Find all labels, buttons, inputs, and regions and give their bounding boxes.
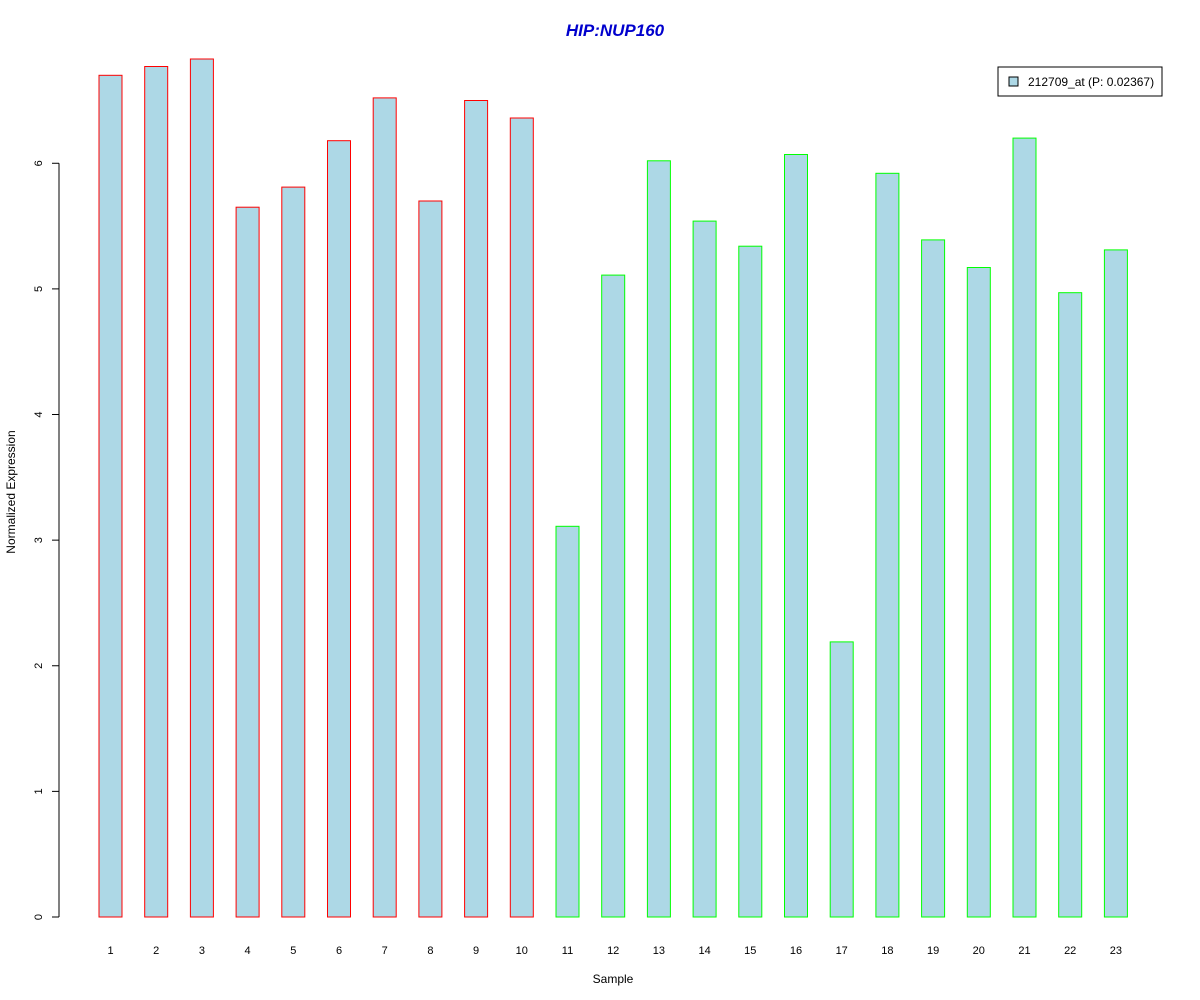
- y-tick-label: 3: [33, 537, 45, 543]
- y-tick-label: 4: [33, 411, 45, 417]
- x-tick-label: 11: [562, 945, 573, 957]
- x-tick-label: 14: [698, 945, 710, 957]
- bar-sample-3: [189, 58, 214, 918]
- bar-sample-17: [829, 641, 854, 918]
- legend-box: [997, 66, 1163, 97]
- chart-title: HIP:NUP160: [566, 21, 665, 40]
- x-tick-label: 1: [107, 945, 113, 957]
- x-tick-label: 21: [1018, 945, 1030, 957]
- y-tick-label: 2: [33, 663, 45, 669]
- x-axis-label: Sample: [593, 972, 634, 986]
- bar-sample-13: [646, 160, 671, 918]
- bar-sample-21: [1012, 137, 1037, 918]
- bar-sample-15: [738, 245, 763, 918]
- bar-sample-11: [555, 525, 580, 918]
- x-tick-label: 6: [336, 945, 342, 957]
- bar-sample-5: [281, 186, 306, 918]
- x-tick-label: 18: [881, 945, 893, 957]
- x-tick-label: 3: [199, 945, 205, 957]
- bars: [98, 58, 1128, 918]
- x-tick-label: 2: [153, 945, 159, 957]
- x-tick-label: 12: [607, 945, 619, 957]
- x-tick-label: 22: [1064, 945, 1076, 957]
- y-tick-label: 5: [33, 286, 45, 292]
- y-tick-label: 6: [33, 160, 45, 166]
- bar-sample-4: [235, 206, 260, 918]
- bar-sample-19: [921, 239, 946, 918]
- bar-sample-23: [1103, 249, 1128, 918]
- bar-sample-22: [1058, 292, 1083, 918]
- bar-sample-12: [601, 274, 626, 918]
- x-tick-label: 16: [790, 945, 802, 957]
- bar-sample-6: [327, 140, 351, 918]
- x-tick-label: 15: [744, 945, 756, 957]
- x-tick-label: 8: [427, 945, 433, 957]
- x-tick-label: 4: [245, 945, 251, 957]
- bar-sample-14: [692, 220, 717, 918]
- y-tick-label: 1: [33, 788, 45, 794]
- x-tick-label: 7: [382, 945, 388, 957]
- legend: 212709_at (P: 0.02367): [997, 66, 1163, 97]
- bar-sample-16: [784, 154, 808, 918]
- x-tick-labels: 1 2 3 4 5 6 7 8 9 10 11 12 13 14 15 16 17 18 19 20 21 22 23: [107, 945, 1122, 957]
- bar-sample-8: [418, 200, 443, 918]
- bar-sample-9: [464, 100, 489, 918]
- legend-label: 212709_at (P: 0.02367): [1028, 75, 1154, 89]
- legend-swatch: [1008, 76, 1019, 87]
- y-axis-label: Normalized Expression: [4, 430, 18, 553]
- x-tick-label: 17: [836, 945, 848, 957]
- x-tick-label: 20: [973, 945, 985, 957]
- x-tick-label: 13: [653, 945, 665, 957]
- bar-sample-7: [372, 97, 397, 918]
- bar-sample-2: [144, 66, 169, 918]
- bar-sample-18: [875, 172, 900, 918]
- bar-sample-1: [98, 74, 123, 918]
- x-tick-label: 5: [290, 945, 296, 957]
- x-tick-label: 19: [927, 945, 939, 957]
- y-tick-label: 0: [33, 914, 45, 920]
- y-axis: 0 1 2 3 4 5 6: [33, 160, 60, 920]
- bar-sample-20: [966, 267, 991, 918]
- bar-sample-10: [509, 117, 534, 918]
- x-tick-label: 23: [1110, 945, 1122, 957]
- x-tick-label: 9: [473, 945, 479, 957]
- x-tick-label: 10: [516, 945, 528, 957]
